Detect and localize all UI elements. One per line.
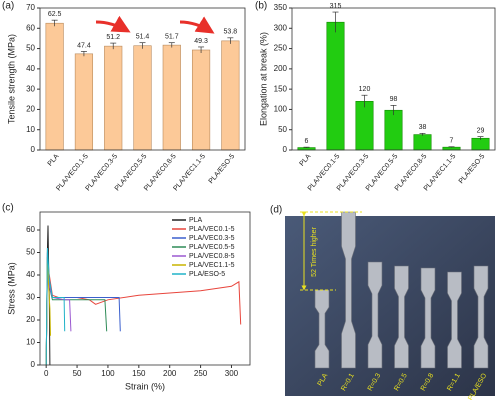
- value-label: 53.8: [224, 29, 238, 36]
- x-tick-label: 200: [163, 369, 177, 378]
- panel-label: (d): [270, 205, 282, 216]
- y-tick-label: 20: [26, 105, 35, 114]
- bar: [133, 45, 152, 151]
- y-tick-label: 10: [26, 338, 35, 347]
- bar: [384, 109, 403, 151]
- value-label: 29: [477, 127, 485, 134]
- bar: [191, 49, 211, 151]
- y-tick-label: 200: [274, 64, 288, 73]
- y-tick-label: 0: [31, 145, 36, 154]
- y-tick-label: 40: [26, 270, 35, 279]
- trend-arrow: [95, 15, 131, 33]
- x-tick-label: PLA/ESO-5: [208, 153, 237, 185]
- y-tick-label: 40: [26, 64, 35, 73]
- x-tick-label: 50: [73, 369, 82, 378]
- bar: [74, 53, 94, 151]
- y-tick-label: 0: [31, 360, 36, 369]
- x-tick-label: PLA/ESO-5: [458, 153, 487, 185]
- legend-label: PLA: [189, 217, 203, 224]
- specimen: [447, 271, 462, 369]
- y-tick-label: 60: [26, 225, 35, 234]
- x-axis-label: Strain (%): [125, 381, 165, 391]
- plot-frame: [291, 7, 496, 151]
- bar: [471, 137, 490, 151]
- series-line: [45, 256, 108, 366]
- y-tick-label: 30: [26, 293, 35, 302]
- specimen: [314, 289, 330, 369]
- value-label: 51.4: [136, 34, 150, 41]
- series-line: [45, 247, 66, 366]
- panel-label: (b): [255, 1, 267, 12]
- value-label: 51.7: [165, 34, 179, 41]
- y-tick-label: 20: [26, 315, 35, 324]
- x-tick-label: PLA/VEC1.1-5: [172, 153, 207, 192]
- y-tick-label: 150: [274, 84, 288, 93]
- value-label: 6: [305, 138, 309, 145]
- series-line: [45, 263, 242, 366]
- value-label: 47.4: [77, 42, 91, 49]
- y-tick-label: 0: [283, 145, 288, 154]
- panel-label: (c): [2, 203, 14, 214]
- legend-label: PLA/VEC0.8-5: [189, 253, 235, 260]
- bar: [162, 44, 181, 151]
- x-tick-label: 100: [101, 369, 115, 378]
- value-label: 120: [359, 86, 371, 93]
- y-tick-label: 30: [26, 84, 35, 93]
- x-tick-label: 300: [225, 369, 239, 378]
- bar: [413, 134, 432, 151]
- specimen: [341, 211, 356, 369]
- y-tick-label: 250: [274, 44, 288, 53]
- value-label: 98: [390, 96, 398, 103]
- bar: [45, 22, 64, 151]
- y-tick-label: 350: [274, 3, 288, 12]
- x-tick-label: 250: [194, 369, 208, 378]
- legend-label: PLA/VEC1.1-5: [189, 262, 235, 269]
- legend-label: PLA/VEC0.5-5: [189, 244, 235, 251]
- panel-label: (a): [2, 1, 14, 12]
- x-tick-label: PLA: [47, 153, 61, 168]
- x-tick-label: 0: [44, 369, 49, 378]
- specimen: [367, 261, 383, 369]
- value-label: 49.3: [194, 38, 208, 45]
- x-tick-label: PLA/VEC1.1-5: [423, 153, 458, 192]
- y-tick-label: 50: [278, 125, 287, 134]
- y-axis-label: Stress (MPa): [6, 262, 16, 315]
- plot-frame: [39, 7, 246, 151]
- specimen: [394, 265, 409, 369]
- annotation: 52 Times higher: [311, 226, 318, 276]
- trend-arrow: [179, 16, 215, 34]
- y-axis-label: Elongation at break (%): [258, 32, 268, 126]
- y-tick-label: 100: [274, 105, 288, 114]
- value-label: 51.2: [106, 34, 120, 41]
- value-label: 7: [450, 138, 454, 145]
- bar: [355, 101, 374, 151]
- specimen: [420, 267, 436, 369]
- specimen: [473, 265, 489, 369]
- value-label: 315: [330, 3, 342, 10]
- bar: [442, 146, 461, 151]
- x-tick-label: 150: [132, 369, 146, 378]
- y-axis-label: Tensile strength (MPa): [6, 34, 16, 124]
- y-tick-label: 50: [26, 44, 35, 53]
- bar: [221, 40, 240, 151]
- plot-frame: [39, 211, 251, 366]
- specimens: PLA R=0.1 R=0.3 R=0.5 R=0.8 R=1.1 PLA/ESO: [314, 211, 489, 400]
- y-tick-label: 50: [26, 248, 35, 257]
- x-tick-label: PLA: [299, 153, 313, 168]
- legend-label: PLA/ESO-5: [189, 271, 225, 278]
- y-tick-label: 70: [26, 3, 35, 12]
- value-label: 38: [419, 124, 427, 131]
- legend-label: PLA/VEC0.3-5: [189, 235, 235, 242]
- bar: [326, 21, 345, 151]
- y-tick-label: 60: [26, 23, 35, 32]
- value-label: 62.5: [48, 11, 62, 18]
- y-tick-label: 10: [26, 125, 35, 134]
- series-line: [45, 263, 121, 366]
- bar: [104, 45, 123, 151]
- y-tick-label: 300: [274, 23, 288, 32]
- legend-label: PLA/VEC0.1-5: [189, 226, 235, 233]
